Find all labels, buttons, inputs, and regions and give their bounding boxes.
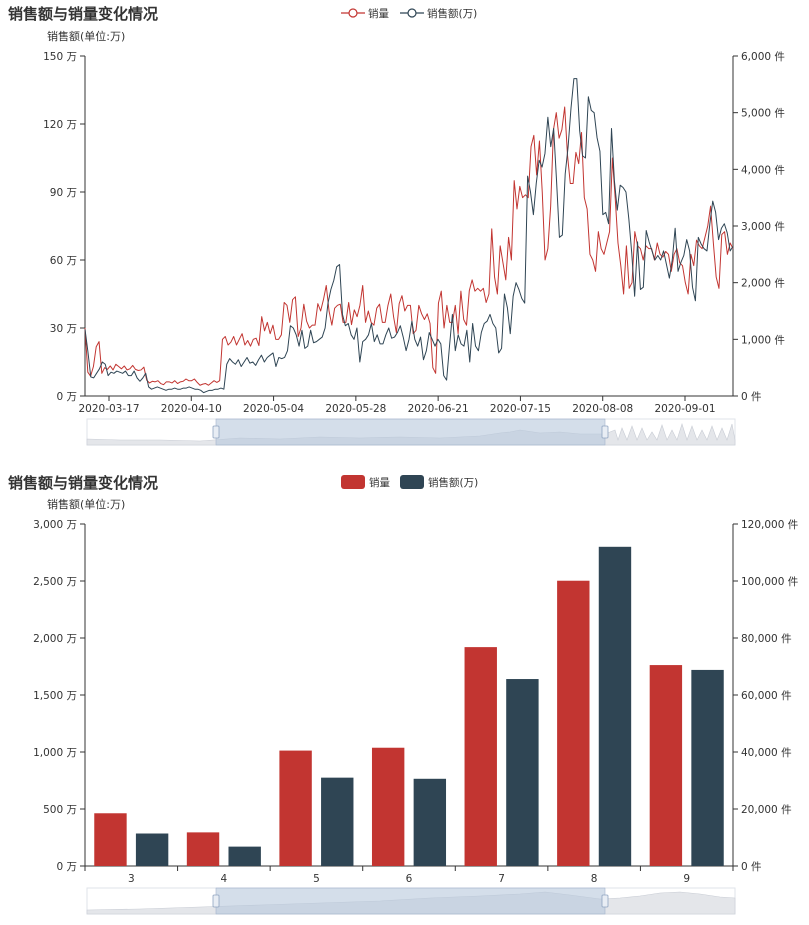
right-tick-label: 20,000 件 [741,804,792,816]
right-tick-label: 6,000 件 [741,51,785,63]
bar-sales-volume-9 [649,665,683,866]
left-tick-label: 3,000 万 [33,519,77,531]
left-tick-label: 2,500 万 [33,576,77,588]
legend-swatch-sales-volume [341,475,365,489]
legend-marker-sales-amount [407,8,417,18]
x-tick-label: 2020-03-17 [78,403,139,415]
datazoom-right-handle[interactable] [601,425,609,439]
right-tick-label: 120,000 件 [741,519,798,531]
left-tick-label: 150 万 [43,51,77,63]
chart1-left-axis: 0 万 30 万 60 万 90 万 120 万 150 万 [43,51,86,403]
left-tick-label: 120 万 [43,119,77,131]
bar-sales-volume-7 [464,647,497,866]
chart1-datazoom-slider[interactable] [86,418,736,446]
bar-sales-volume-5 [279,750,312,866]
chart2-right-axis: 0 件 20,000 件 40,000 件 60,000 件 80,000 件 100,0… [732,519,798,873]
bar-sales-amount-7 [506,679,539,866]
bar-sales-amount-5 [321,777,354,866]
left-tick-label: 0 万 [56,861,77,873]
left-tick-label: 500 万 [43,804,77,816]
right-tick-label: 5,000 件 [741,108,785,120]
right-tick-label: 80,000 件 [741,633,792,645]
chart1-title: 销售额与销量变化情况 [8,5,158,23]
right-tick-label: 100,000 件 [741,576,798,588]
chart1-y-axis-name: 销售额(单位:万) [47,29,125,43]
left-tick-label: 90 万 [50,187,77,199]
left-tick-label: 1,500 万 [33,690,77,702]
bar-sales-amount-8 [598,546,632,866]
datazoom-left-handle[interactable] [212,425,220,439]
bar-sales-amount-4 [228,846,261,866]
bar-sales-volume-6 [371,747,405,866]
left-tick-label: 2,000 万 [33,633,77,645]
right-tick-label: 0 件 [741,391,762,403]
chart2-legend[interactable]: 销量 销售额(万) [341,475,478,489]
chart1-legend[interactable]: 销量 销售额(万) [341,7,477,20]
x-category-label: 3 [128,873,135,885]
chart2-datazoom-slider[interactable] [86,887,736,915]
datazoom2-right-handle[interactable] [601,894,609,908]
x-tick-label: 2020-06-21 [408,403,469,415]
datazoom-selected-window[interactable] [215,418,606,446]
left-tick-label: 1,000 万 [33,747,77,759]
series-line-sales-volume [84,106,734,386]
x-category-label: 9 [683,873,690,885]
legend-label-sales-amount-bar: 销售额(万) [428,476,478,489]
left-tick-label: 30 万 [50,323,77,335]
x-tick-label: 2020-05-28 [325,403,386,415]
chart1-right-axis: 0 件 1,000 件 2,000 件 3,000 件 4,000 件 5,000 件 6,… [732,51,785,403]
x-tick-label: 2020-04-10 [161,403,222,415]
x-category-label: 6 [406,873,413,885]
right-tick-label: 0 件 [741,861,762,873]
x-category-label: 5 [313,873,320,885]
chart2-x-axis: 3 4 5 6 7 8 9 [84,865,734,885]
right-tick-label: 40,000 件 [741,747,792,759]
left-tick-label: 0 万 [56,391,77,403]
x-category-label: 7 [498,873,505,885]
chart1-x-axis: 2020-03-17 2020-04-10 2020-05-04 2020-05-28… [78,395,733,415]
x-tick-label: 2020-08-08 [572,403,633,415]
right-tick-label: 4,000 件 [741,164,785,176]
bar-sales-volume-3 [94,813,127,866]
legend-label-sales-amount: 销售额(万) [427,7,477,20]
x-tick-label: 2020-07-15 [490,403,551,415]
bar-sales-volume-8 [557,580,590,866]
line-chart: 销售额与销量变化情况 销量 销售额(万) 销售额(单位:万) 0 万 30 万 60… [8,5,785,446]
legend-marker-sales-volume [348,8,358,18]
legend-item-sales-volume-bar[interactable]: 销量 [341,475,390,489]
chart2-bars [94,546,724,866]
legend-item-sales-amount-bar[interactable]: 销售额(万) [400,475,478,489]
bar-sales-amount-3 [135,833,169,866]
bar-sales-amount-6 [413,778,447,866]
bar-chart: 销售额与销量变化情况 销量 销售额(万) 销售额(单位:万) 0 万 500 万 1… [8,474,798,915]
chart2-title: 销售额与销量变化情况 [8,474,158,492]
right-tick-label: 60,000 件 [741,690,792,702]
x-tick-label: 2020-09-01 [654,403,715,415]
chart2-left-axis: 0 万 500 万 1,000 万 1,500 万 2,000 万 2,500 万 3,00… [33,519,86,873]
chart1-series [84,78,734,394]
datazoom2-selected-window[interactable] [215,887,606,915]
chart2-y-axis-name: 销售额(单位:万) [47,497,125,511]
series-line-sales-amount [84,78,734,394]
left-tick-label: 60 万 [50,255,77,267]
bar-sales-amount-9 [691,669,724,866]
legend-item-sales-volume[interactable]: 销量 [341,7,389,20]
legend-item-sales-amount[interactable]: 销售额(万) [400,7,477,20]
right-tick-label: 3,000 件 [741,221,785,233]
x-category-label: 8 [591,873,598,885]
legend-label-sales-volume-bar: 销量 [369,476,390,489]
legend-swatch-sales-amount [400,475,424,489]
legend-label-sales-volume: 销量 [368,7,389,20]
bar-sales-volume-4 [186,832,220,866]
right-tick-label: 2,000 件 [741,278,785,290]
right-tick-label: 1,000 件 [741,334,785,346]
x-tick-label: 2020-05-04 [243,403,304,415]
datazoom2-left-handle[interactable] [212,894,220,908]
x-category-label: 4 [221,873,228,885]
